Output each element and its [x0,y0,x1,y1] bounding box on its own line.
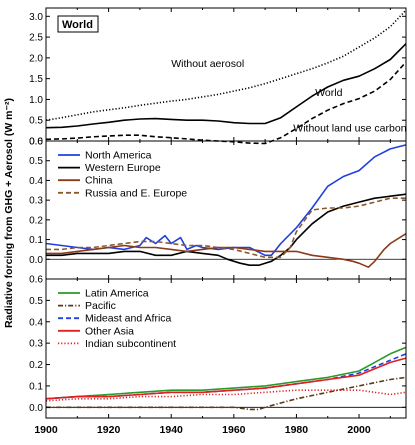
y-tick-label: 0.2 [29,215,43,226]
y-tick-label: 0.5 [29,156,43,167]
legend-label: Russia and E. Europe [85,187,187,199]
series-line-western-europe [46,193,407,266]
y-tick-label: 0.1 [29,381,43,392]
y-tick-label: 0.1 [29,235,43,246]
x-tick-label: 1900 [34,424,58,436]
x-tick-label: 1940 [160,424,184,436]
panel-frame [45,278,407,419]
y-tick-label: 0.4 [29,176,43,187]
y-tick-label: 0.6 [29,137,43,148]
y-axis-label: Radiative forcing from GHG + Aerosol (W … [3,98,15,328]
x-tick-label: 1960 [222,424,246,436]
y-tick-label: 0.6 [29,275,43,286]
series-line-world [45,43,407,129]
series-line-other-asia [45,357,407,400]
y-tick-label: 1.5 [29,74,43,85]
series-line-china [46,233,407,268]
x-tick-label: 1980 [285,424,309,436]
legend-label: North America [85,150,152,162]
y-tick-label: 0.5 [29,116,43,127]
y-tick-label: 0.3 [29,339,43,350]
series-line-russia-and-e-europe [46,197,406,259]
series-line-without-aerosol [45,9,407,121]
y-tick-label: 2.0 [29,53,43,64]
y-tick-label: 3.0 [29,12,43,23]
y-tick-label: 0.2 [29,360,43,371]
legend-label: China [85,175,113,187]
legend-label: Indian subcontinent [85,338,176,350]
series-line-latin-america [45,346,407,400]
legend-label: Western Europe [85,162,161,174]
legend-label: Mideast and Africa [85,313,172,325]
annotation-label: World [315,87,342,99]
annotation-label: Without aerosol [171,58,244,70]
series-line-north-america [45,144,407,257]
series-line-pacific [46,376,407,411]
legend-label: Latin America [85,288,149,300]
y-tick-label: 0.5 [29,296,43,307]
x-tick-label: 2000 [347,424,371,436]
legend-label: Other Asia [85,325,134,337]
panel-regions-2: 0.0 0.1 0.2 0.3 0.4 0.5 0.6 Latin AmericaPacifi… [29,275,407,419]
y-tick-label: 2.5 [29,33,43,44]
y-tick-label: 0.0 [29,137,43,148]
y-tick-label: 0.0 [29,403,43,414]
annotation-label: Without land use carbon [293,122,406,134]
y-tick-label: 0.3 [29,196,43,207]
series-line-indian-subcontinent [45,389,407,402]
box-label-text: World [62,19,93,31]
box-label-frame [57,15,99,33]
y-tick-label: 0.4 [29,317,43,328]
panel-regions-1: 0.0 0.1 0.2 0.3 0.4 0.5 0.6 North AmericaWester… [29,137,407,280]
x-tick-label: 1920 [97,424,121,436]
legend-label: Pacific [85,300,116,312]
y-tick-label: 0.0 [29,255,43,266]
y-tick-label: 1.0 [29,95,43,106]
panel-world: 0.0 0.5 1.0 1.5 2.0 2.5 3.0 World Without aeroso… [29,7,407,148]
